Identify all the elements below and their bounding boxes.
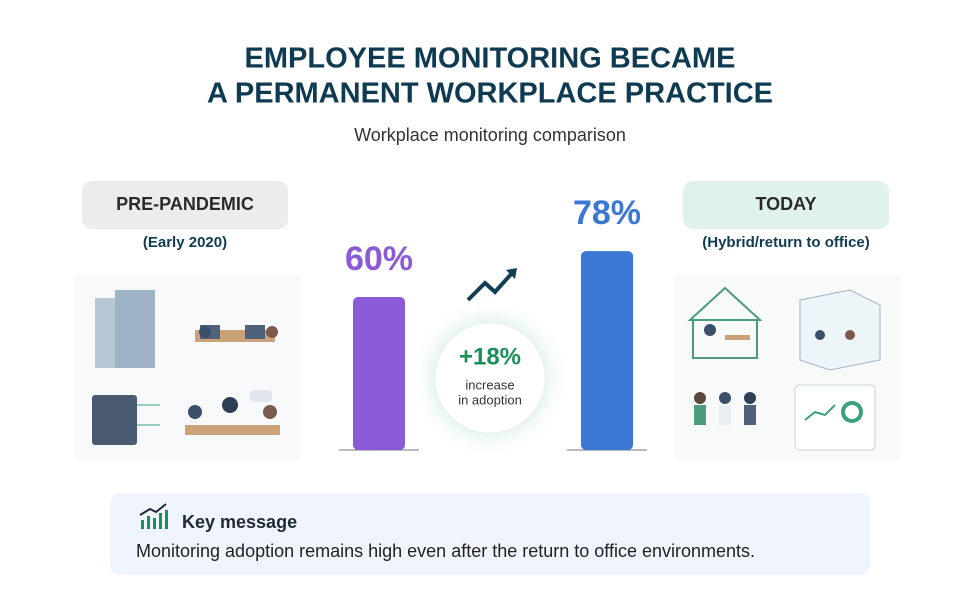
title-line: EMPLOYEE MONITORING BECAME — [245, 43, 736, 75]
trend-arrow-head — [506, 268, 517, 279]
key-message-text: Monitoring adoption remains high even af… — [136, 541, 755, 561]
subtitle: Workplace monitoring comparison — [354, 125, 626, 145]
category-label: TODAY — [755, 194, 816, 214]
pill — [683, 181, 889, 229]
change-note: increase — [465, 377, 514, 392]
category-label: PRE-PANDEMIC — [116, 194, 254, 214]
bar — [581, 251, 633, 450]
bar — [353, 297, 405, 450]
change-note: in adoption — [458, 392, 522, 407]
illustration — [675, 275, 900, 460]
illustration — [75, 275, 300, 460]
key-message-box — [110, 493, 870, 575]
change-value: +18% — [459, 343, 521, 370]
key-icon — [139, 503, 168, 529]
title-line: A PERMANENT WORKPLACE PRACTICE — [207, 78, 773, 110]
value-label: 60% — [345, 240, 413, 278]
change-badge — [434, 322, 546, 434]
trend-arrow — [466, 270, 515, 302]
period-label: (Hybrid/return to office) — [702, 234, 870, 251]
period-label: (Early 2020) — [143, 234, 227, 251]
pill — [82, 181, 288, 229]
key-message-title: Key message — [182, 512, 297, 532]
value-label: 78% — [573, 194, 641, 232]
